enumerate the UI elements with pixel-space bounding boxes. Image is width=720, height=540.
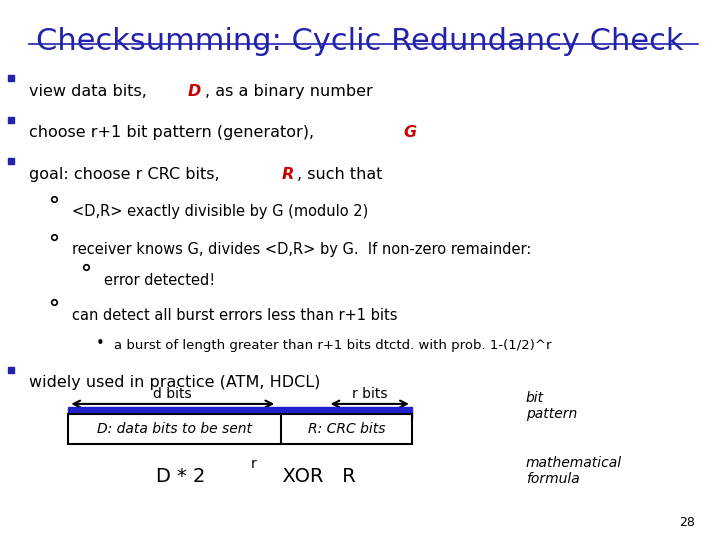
Text: 28: 28 <box>679 516 695 529</box>
Text: XOR   R: XOR R <box>270 467 356 486</box>
Text: view data bits,: view data bits, <box>29 84 152 99</box>
Text: R: R <box>282 167 294 182</box>
Text: mathematical
formula: mathematical formula <box>526 456 622 486</box>
Text: •: • <box>96 336 104 352</box>
Text: r: r <box>251 457 256 471</box>
Text: goal: choose r CRC bits,: goal: choose r CRC bits, <box>29 167 225 182</box>
Text: receiver knows G, divides <D,R> by G.  If non-zero remainder:: receiver knows G, divides <D,R> by G. If… <box>72 242 531 257</box>
Text: , such that: , such that <box>297 167 383 182</box>
Text: D: D <box>187 84 201 99</box>
Text: Checksumming: Cyclic Redundancy Check: Checksumming: Cyclic Redundancy Check <box>36 27 683 56</box>
Text: a burst of length greater than r+1 bits dtctd. with prob. 1-(1/2)^r: a burst of length greater than r+1 bits … <box>114 339 552 352</box>
Bar <box>68 414 412 444</box>
Text: <D,R> exactly divisible by G (modulo 2): <D,R> exactly divisible by G (modulo 2) <box>72 204 368 219</box>
Text: choose r+1 bit pattern (generator),: choose r+1 bit pattern (generator), <box>29 125 319 140</box>
Text: widely used in practice (ATM, HDCL): widely used in practice (ATM, HDCL) <box>29 375 320 390</box>
Text: G: G <box>403 125 416 140</box>
Text: r bits: r bits <box>351 387 387 401</box>
Text: D $*$ 2: D $*$ 2 <box>155 467 204 486</box>
Text: D: data bits to be sent: D: data bits to be sent <box>97 422 252 436</box>
Text: bit
pattern: bit pattern <box>526 391 577 421</box>
Text: can detect all burst errors less than r+1 bits: can detect all burst errors less than r+… <box>72 308 397 323</box>
Text: error detected!: error detected! <box>104 273 215 288</box>
Text: d bits: d bits <box>153 387 192 401</box>
Text: R: CRC bits: R: CRC bits <box>307 422 385 436</box>
Bar <box>68 407 412 418</box>
Text: , as a binary number: , as a binary number <box>204 84 372 99</box>
